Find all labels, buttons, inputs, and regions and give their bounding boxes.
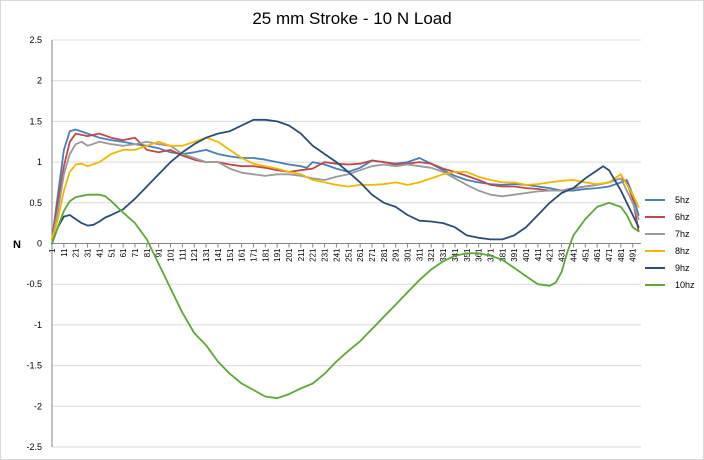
x-tick-label: 261: [356, 248, 365, 262]
x-tick-label: 391: [510, 248, 519, 262]
y-tick-label: -2: [34, 401, 42, 411]
y-tick-label: -1: [34, 320, 42, 330]
x-tick-label: 151: [226, 248, 235, 262]
x-tick-label: 291: [392, 248, 401, 262]
y-tick-label: 1.5: [29, 116, 42, 126]
x-tick-label: 71: [131, 248, 140, 257]
y-axis-label: N: [13, 239, 21, 251]
x-tick-label: 251: [344, 248, 353, 262]
legend-label-5hz: 5hz: [675, 195, 690, 205]
y-tick-label: 2.5: [29, 35, 42, 45]
y-axis: 2.5 2 1.5 1 0.5 0 -0.5 -1 -1.5 -2 -2.5: [26, 35, 53, 452]
x-tick-label: 61: [119, 248, 128, 257]
x-tick-label: 221: [309, 248, 318, 262]
x-tick-label: 101: [167, 248, 176, 262]
x-tick-label: 471: [605, 248, 614, 262]
x-tick-label: 1: [48, 248, 57, 253]
x-tick-label: 51: [107, 248, 116, 257]
legend-label-6hz: 6hz: [675, 212, 690, 222]
x-tick-label: 331: [439, 248, 448, 262]
series-line-10hz: [51, 193, 640, 400]
x-tick-label: 441: [569, 248, 578, 262]
series-lines: [51, 118, 640, 400]
x-tick-label: 481: [617, 248, 626, 262]
x-tick-label: 171: [249, 248, 258, 262]
legend-label-8hz: 8hz: [675, 246, 690, 256]
x-tick-label: 311: [415, 248, 424, 261]
x-tick-label: 141: [214, 248, 223, 262]
y-tick-label: 0.5: [29, 198, 42, 208]
x-tick-label: 181: [261, 248, 270, 262]
x-axis: 1 11 21 31 41 51 61 71 81 91 101 111 121 131 141 151 161…: [48, 243, 641, 262]
y-tick-label: 1: [37, 157, 42, 167]
x-tick-label: 401: [522, 248, 531, 262]
x-tick-label: 411: [534, 248, 543, 261]
x-tick-label: 351: [463, 248, 472, 262]
x-tick-label: 461: [593, 248, 602, 262]
x-tick-label: 81: [143, 248, 152, 257]
x-tick-label: 371: [486, 248, 495, 262]
x-tick-label: 11: [60, 248, 69, 257]
x-tick-label: 91: [155, 248, 164, 257]
legend: 5hz 6hz 7hz 8hz 9hz 10hz: [645, 195, 695, 290]
x-tick-label: 41: [95, 248, 104, 257]
y-tick-label: 0: [37, 239, 42, 249]
x-tick-label: 271: [368, 248, 377, 262]
x-tick-label: 201: [285, 248, 294, 262]
legend-label-7hz: 7hz: [675, 229, 690, 239]
y-tick-label: 2: [37, 76, 42, 86]
legend-label-10hz: 10hz: [675, 280, 695, 290]
x-tick-label: 231: [321, 248, 330, 262]
x-tick-label: 431: [558, 248, 567, 262]
x-tick-label: 111: [178, 248, 187, 261]
series-line-7hz: [51, 140, 640, 241]
series-line-8hz: [51, 136, 640, 241]
y-tick-label: -0.5: [26, 279, 42, 289]
y-tick-label: -2.5: [26, 442, 42, 452]
x-tick-label: 361: [475, 248, 484, 262]
x-tick-label: 451: [581, 248, 590, 262]
y-tick-label: -1.5: [26, 361, 42, 371]
x-tick-label: 381: [498, 248, 507, 262]
x-tick-label: 491: [629, 248, 638, 262]
x-tick-label: 121: [190, 248, 199, 262]
series-line-9hz: [51, 118, 640, 245]
x-tick-label: 421: [546, 248, 555, 262]
series-line-5hz: [51, 128, 640, 241]
legend-label-9hz: 9hz: [675, 263, 690, 273]
x-tick-label: 241: [332, 248, 341, 262]
x-tick-label: 321: [427, 248, 436, 262]
x-tick-label: 301: [404, 248, 413, 262]
x-tick-label: 131: [202, 248, 211, 262]
x-tick-label: 281: [380, 248, 389, 262]
x-tick-label: 191: [273, 248, 282, 262]
x-tick-label: 21: [72, 248, 81, 257]
x-tick-label: 161: [238, 248, 247, 262]
chart-title: 25 mm Stroke - 10 N Load: [252, 9, 452, 28]
gridlines: [52, 39, 641, 448]
x-tick-label: 211: [297, 248, 306, 261]
x-tick-label: 31: [84, 248, 93, 257]
